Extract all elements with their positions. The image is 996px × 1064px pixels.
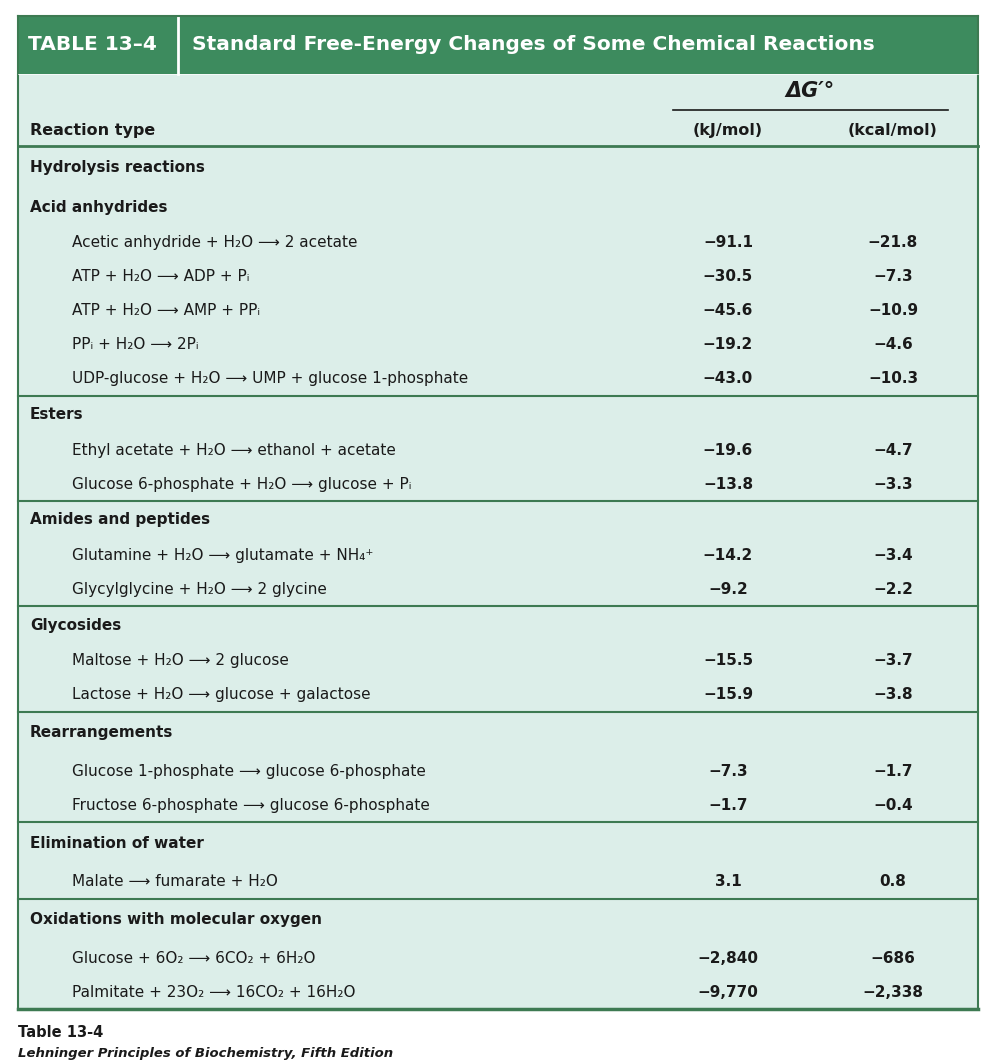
Bar (18, 146, 978, 188)
Text: 0.8: 0.8 (879, 875, 906, 890)
Text: Glucose 1-phosphate ⟶ glucose 6-phosphate: Glucose 1-phosphate ⟶ glucose 6-phosphat… (72, 764, 426, 779)
Text: Lactose + H₂O ⟶ glucose + galactose: Lactose + H₂O ⟶ glucose + galactose (72, 687, 371, 702)
Bar (18, 433, 978, 467)
Text: ATP + H₂O ⟶ AMP + PPᵢ: ATP + H₂O ⟶ AMP + PPᵢ (72, 303, 260, 318)
Text: PPᵢ + H₂O ⟶ 2Pᵢ: PPᵢ + H₂O ⟶ 2Pᵢ (72, 337, 198, 352)
Text: −2.2: −2.2 (873, 582, 913, 597)
Text: −13.8: −13.8 (703, 477, 753, 492)
Text: Hydrolysis reactions: Hydrolysis reactions (30, 160, 205, 174)
Text: −0.4: −0.4 (873, 798, 912, 813)
Text: −3.4: −3.4 (873, 548, 912, 563)
Text: Glycylglycine + H₂O ⟶ 2 glycine: Glycylglycine + H₂O ⟶ 2 glycine (72, 582, 327, 597)
Bar (18, 362, 978, 396)
Bar (18, 538, 978, 572)
Text: −15.5: −15.5 (703, 653, 753, 668)
Bar (18, 865, 978, 899)
Text: −7.3: −7.3 (873, 269, 912, 284)
Text: (kcal/mol): (kcal/mol) (848, 122, 938, 137)
Text: −30.5: −30.5 (703, 269, 753, 284)
Text: −4.6: −4.6 (873, 337, 913, 352)
Bar (18, 788, 978, 822)
Text: UDP-glucose + H₂O ⟶ UMP + glucose 1-phosphate: UDP-glucose + H₂O ⟶ UMP + glucose 1-phos… (72, 371, 468, 386)
Bar (18, 941, 978, 975)
Text: −43.0: −43.0 (703, 371, 753, 386)
Bar (18, 754, 978, 788)
Text: −91.1: −91.1 (703, 235, 753, 250)
Text: ΔG′°: ΔG′° (786, 81, 835, 101)
Text: Esters: Esters (30, 406, 84, 422)
Bar (18, 899, 978, 941)
Text: −19.6: −19.6 (703, 443, 753, 458)
Text: Acetic anhydride + H₂O ⟶ 2 acetate: Acetic anhydride + H₂O ⟶ 2 acetate (72, 235, 358, 250)
Text: −686: −686 (871, 950, 915, 965)
Text: −3.8: −3.8 (873, 687, 912, 702)
Bar (18, 294, 978, 328)
Text: −10.3: −10.3 (868, 371, 918, 386)
Text: −3.7: −3.7 (873, 653, 912, 668)
Text: −10.9: −10.9 (868, 303, 918, 318)
Text: Acid anhydrides: Acid anhydrides (30, 200, 167, 215)
Text: −15.9: −15.9 (703, 687, 753, 702)
Text: Glycosides: Glycosides (30, 617, 122, 633)
Text: −4.7: −4.7 (873, 443, 912, 458)
Text: −45.6: −45.6 (703, 303, 753, 318)
Text: −14.2: −14.2 (703, 548, 753, 563)
Text: Maltose + H₂O ⟶ 2 glucose: Maltose + H₂O ⟶ 2 glucose (72, 653, 289, 668)
Text: −1.7: −1.7 (708, 798, 748, 813)
Text: Malate ⟶ fumarate + H₂O: Malate ⟶ fumarate + H₂O (72, 875, 278, 890)
Text: −1.7: −1.7 (873, 764, 912, 779)
Bar (18, 644, 978, 678)
Text: Ethyl acetate + H₂O ⟶ ethanol + acetate: Ethyl acetate + H₂O ⟶ ethanol + acetate (72, 443, 395, 458)
Text: −7.3: −7.3 (708, 764, 748, 779)
Text: (kJ/mol): (kJ/mol) (693, 122, 763, 137)
Bar (18, 822, 978, 865)
Bar (18, 74, 978, 146)
Text: Glucose + 6O₂ ⟶ 6CO₂ + 6H₂O: Glucose + 6O₂ ⟶ 6CO₂ + 6H₂O (72, 950, 316, 965)
Text: −19.2: −19.2 (703, 337, 753, 352)
Bar (18, 328, 978, 362)
Bar (18, 975, 978, 1009)
Bar (18, 501, 978, 538)
Text: Reaction type: Reaction type (30, 122, 155, 137)
Text: Fructose 6-phosphate ⟶ glucose 6-phosphate: Fructose 6-phosphate ⟶ glucose 6-phospha… (72, 798, 430, 813)
Text: −21.8: −21.8 (868, 235, 918, 250)
Text: −2,338: −2,338 (863, 984, 923, 999)
Bar (18, 712, 978, 754)
Text: 3.1: 3.1 (714, 875, 741, 890)
Text: −9.2: −9.2 (708, 582, 748, 597)
Bar (18, 467, 978, 501)
Bar (18, 396, 978, 433)
Text: −2,840: −2,840 (697, 950, 759, 965)
Text: Glutamine + H₂O ⟶ glutamate + NH₄⁺: Glutamine + H₂O ⟶ glutamate + NH₄⁺ (72, 548, 374, 563)
Text: Amides and peptides: Amides and peptides (30, 512, 210, 528)
Text: Palmitate + 23O₂ ⟶ 16CO₂ + 16H₂O: Palmitate + 23O₂ ⟶ 16CO₂ + 16H₂O (72, 984, 356, 999)
Bar (18, 572, 978, 606)
Text: Glucose 6-phosphate + H₂O ⟶ glucose + Pᵢ: Glucose 6-phosphate + H₂O ⟶ glucose + Pᵢ (72, 477, 411, 492)
Text: ATP + H₂O ⟶ ADP + Pᵢ: ATP + H₂O ⟶ ADP + Pᵢ (72, 269, 250, 284)
Text: −9,770: −9,770 (697, 984, 758, 999)
Text: Lehninger Principles of Biochemistry, Fifth Edition: Lehninger Principles of Biochemistry, Fi… (18, 1047, 393, 1060)
Bar (18, 188, 978, 226)
Bar (18, 606, 978, 644)
Text: −3.3: −3.3 (873, 477, 912, 492)
Text: Table 13-4: Table 13-4 (18, 1025, 104, 1040)
Bar (18, 16, 978, 74)
Text: Elimination of water: Elimination of water (30, 836, 204, 851)
Text: Standard Free-Energy Changes of Some Chemical Reactions: Standard Free-Energy Changes of Some Che… (192, 35, 874, 54)
Bar (18, 226, 978, 260)
Bar (18, 260, 978, 294)
Text: TABLE 13–4: TABLE 13–4 (28, 35, 157, 54)
Bar (18, 678, 978, 712)
Text: Rearrangements: Rearrangements (30, 726, 173, 741)
Text: Oxidations with molecular oxygen: Oxidations with molecular oxygen (30, 912, 322, 928)
